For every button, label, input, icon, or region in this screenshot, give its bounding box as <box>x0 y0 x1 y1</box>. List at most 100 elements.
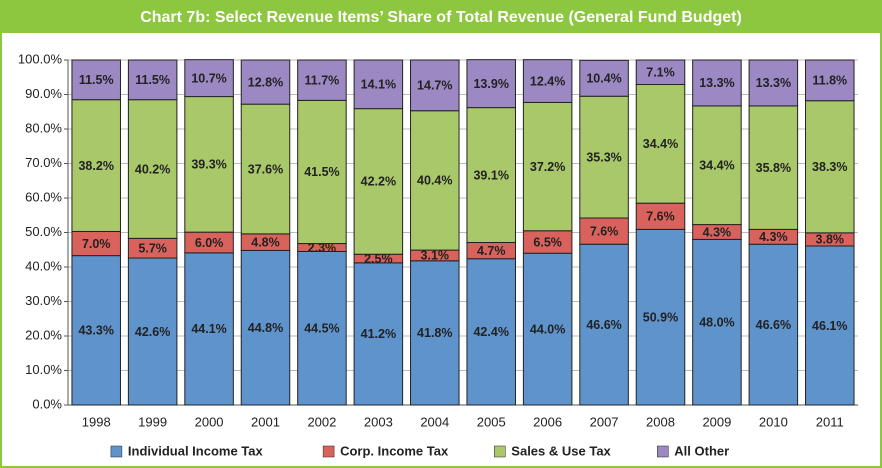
legend-label: All Other <box>674 443 729 458</box>
y-tick-label: 80.0% <box>25 120 62 135</box>
value-label: 41.8% <box>417 326 452 340</box>
y-tick-label: 70.0% <box>25 155 62 170</box>
bar-segment <box>410 110 460 251</box>
bar-segment <box>240 249 291 406</box>
value-label: 50.9% <box>643 310 678 324</box>
legend-swatch <box>322 445 335 458</box>
x-tick-label: 2002 <box>307 414 336 429</box>
bar-segment <box>297 59 347 101</box>
value-label: 10.4% <box>586 72 621 86</box>
value-label: 14.7% <box>417 79 452 93</box>
value-label: 34.4% <box>643 137 678 151</box>
bar-segment <box>522 59 573 103</box>
bar-segment <box>184 252 234 406</box>
x-tick-label: 2009 <box>702 414 731 429</box>
value-label: 38.2% <box>78 159 113 173</box>
value-label: 44.0% <box>530 322 565 336</box>
bar-segment <box>240 103 291 235</box>
value-label: 10.7% <box>191 71 226 85</box>
legend-label: Corp. Income Tax <box>340 443 449 458</box>
value-label: 39.1% <box>473 168 508 182</box>
x-tick-label: 2005 <box>477 414 506 429</box>
value-label: 12.8% <box>248 75 283 89</box>
value-label: 6.5% <box>533 235 562 249</box>
bar-segment <box>748 59 799 107</box>
y-tick-label: 20.0% <box>25 327 62 342</box>
bar-segment <box>748 105 799 230</box>
value-label: 44.8% <box>248 321 283 335</box>
value-label: 35.3% <box>586 150 621 164</box>
y-tick-label: 100.0% <box>18 51 63 66</box>
value-label: 35.8% <box>756 161 791 175</box>
bar-segment <box>71 230 121 257</box>
value-label: 6.0% <box>195 236 224 250</box>
value-label: 2.5% <box>364 252 393 266</box>
y-tick-label: 90.0% <box>25 86 62 101</box>
value-label: 4.8% <box>251 235 280 249</box>
value-label: 11.7% <box>305 73 340 87</box>
bar-segment <box>127 59 178 101</box>
value-label: 14.1% <box>361 78 396 92</box>
bar-segment <box>184 96 234 233</box>
value-label: 13.3% <box>756 76 791 90</box>
value-label: 4.3% <box>759 230 788 244</box>
value-label: 4.3% <box>703 225 732 239</box>
value-label: 11.5% <box>135 73 170 87</box>
value-label: 3.1% <box>421 249 450 263</box>
bar-segment <box>692 59 742 107</box>
value-label: 7.1% <box>646 66 675 80</box>
bar-segment <box>635 83 686 204</box>
value-label: 42.4% <box>473 325 508 339</box>
y-tick-label: 30.0% <box>25 293 62 308</box>
x-tick-label: 2011 <box>816 414 844 429</box>
value-label: 38.3% <box>812 160 847 174</box>
x-tick-label: 2007 <box>590 414 619 429</box>
bar-segment <box>466 107 516 244</box>
x-tick-label: 2001 <box>251 414 280 429</box>
bar-segment <box>466 59 516 109</box>
bar-segment <box>240 59 291 105</box>
value-label: 42.2% <box>361 175 396 189</box>
value-label: 12.4% <box>530 74 565 88</box>
bar-segment <box>71 99 121 232</box>
value-label: 42.6% <box>135 325 170 339</box>
x-tick-label: 2006 <box>533 414 562 429</box>
legend-swatch <box>110 445 123 458</box>
x-tick-label: 1999 <box>138 414 167 429</box>
bar-segment <box>748 243 799 406</box>
y-tick-label: 40.0% <box>25 258 62 273</box>
bar-segment <box>410 59 460 112</box>
value-label: 2.3% <box>308 241 337 255</box>
value-label: 40.4% <box>417 174 452 188</box>
bar-segment <box>522 101 573 232</box>
bar-segment <box>805 59 855 102</box>
value-label: 40.2% <box>135 162 170 176</box>
value-label: 7.0% <box>82 237 111 251</box>
bar-segment <box>692 238 742 406</box>
x-tick-label: 2000 <box>195 414 224 429</box>
value-label: 3.8% <box>816 233 845 247</box>
value-label: 4.7% <box>477 244 506 258</box>
value-label: 5.7% <box>138 241 167 255</box>
y-tick-label: 10.0% <box>25 362 62 377</box>
bar-segment <box>353 108 404 255</box>
chart-title: Chart 7b: Select Revenue Items’ Share of… <box>140 9 742 26</box>
x-tick-label: 2003 <box>364 414 393 429</box>
bar-segment <box>466 258 516 406</box>
bar-segment <box>127 257 178 406</box>
y-tick-label: 60.0% <box>25 189 62 204</box>
value-label: 37.6% <box>248 162 283 176</box>
value-label: 44.5% <box>304 322 339 336</box>
bar-segment <box>410 260 460 406</box>
value-label: 44.1% <box>191 322 226 336</box>
value-label: 7.6% <box>646 210 675 224</box>
value-label: 48.0% <box>699 315 734 329</box>
bar-segment <box>635 228 686 406</box>
y-tick-label: 50.0% <box>25 224 62 239</box>
x-tick-label: 2004 <box>420 414 449 429</box>
x-tick-label: 1998 <box>82 414 111 429</box>
legend-swatch <box>494 445 506 458</box>
legend-label: Individual Income Tax <box>128 443 264 458</box>
value-label: 43.3% <box>78 324 113 338</box>
